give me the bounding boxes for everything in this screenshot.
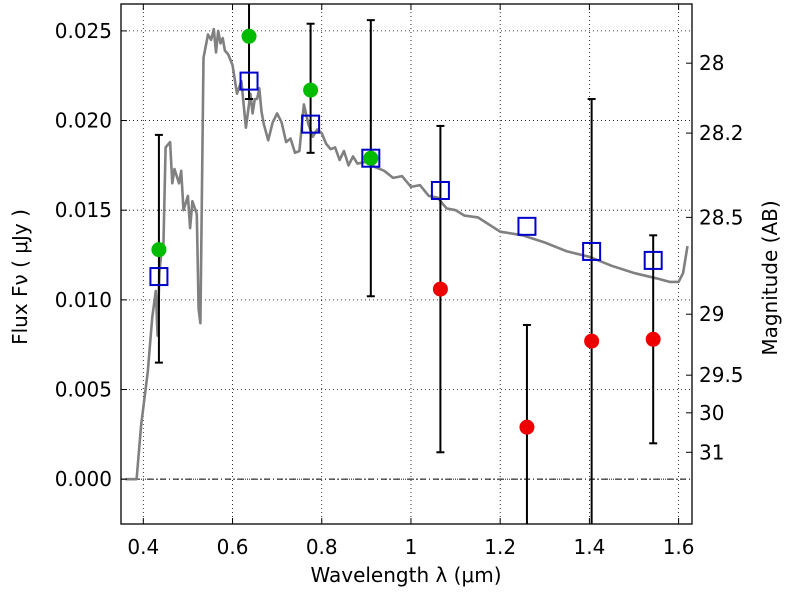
model-square [582, 241, 602, 261]
model-square [149, 267, 169, 287]
x-axis-label: Wavelength λ (μm) [310, 563, 501, 587]
x-tick-label: 1.4 [573, 535, 605, 559]
x-tick-label: 0.8 [306, 535, 338, 559]
plot-frame [120, 3, 693, 525]
y-tick-label: 0.015 [55, 198, 112, 222]
model-squares [149, 71, 663, 287]
green-point [363, 150, 379, 166]
right-tick-label: 28 [699, 51, 724, 75]
x-tick-label: 1.2 [484, 535, 516, 559]
grid-lines [121, 4, 692, 524]
right-tick-label: 29.5 [699, 363, 744, 387]
y-axis-label: Flux Fν ( μJy ) [8, 209, 32, 345]
model-sed-curve [125, 27, 689, 481]
red-point [584, 333, 600, 349]
green-point [241, 28, 257, 44]
x-tick-label: 1.6 [663, 535, 695, 559]
right-tick-label: 31 [699, 440, 724, 464]
y-tick-label: 0.000 [55, 467, 112, 491]
model-square [430, 180, 450, 200]
red-point [432, 281, 448, 297]
right-axis-label: Magnitude (AB) [758, 200, 782, 355]
right-axis-ticks: 28 28.2 28.5 29 29.5 30 31 [686, 51, 744, 464]
right-tick-label: 30 [699, 401, 724, 425]
green-point [151, 242, 167, 258]
model-square [643, 250, 663, 270]
y-axis-ticks: 0.000 0.005 0.010 0.015 0.020 0.025 [55, 19, 127, 491]
red-points [432, 281, 661, 435]
model-line [125, 27, 689, 481]
green-point [303, 82, 319, 98]
right-tick-label: 29 [699, 302, 724, 326]
x-tick-label: 0.6 [217, 535, 249, 559]
right-tick-label: 28.2 [699, 121, 744, 145]
y-tick-label: 0.020 [55, 109, 112, 133]
x-tick-label: 1 [405, 535, 418, 559]
red-point [645, 331, 661, 347]
red-point [519, 419, 535, 435]
model-square [239, 71, 259, 91]
model-square [361, 148, 381, 168]
model-square [517, 216, 537, 236]
y-tick-label: 0.005 [55, 378, 112, 402]
x-axis-ticks: 0.4 0.6 0.8 1 1.2 1.4 1.6 [127, 4, 695, 559]
x-tick-label: 0.4 [127, 535, 159, 559]
y-tick-label: 0.025 [55, 19, 112, 43]
y-tick-label: 0.010 [55, 288, 112, 312]
green-points [151, 28, 379, 258]
model-square [301, 114, 321, 134]
right-tick-label: 28.5 [699, 205, 744, 229]
